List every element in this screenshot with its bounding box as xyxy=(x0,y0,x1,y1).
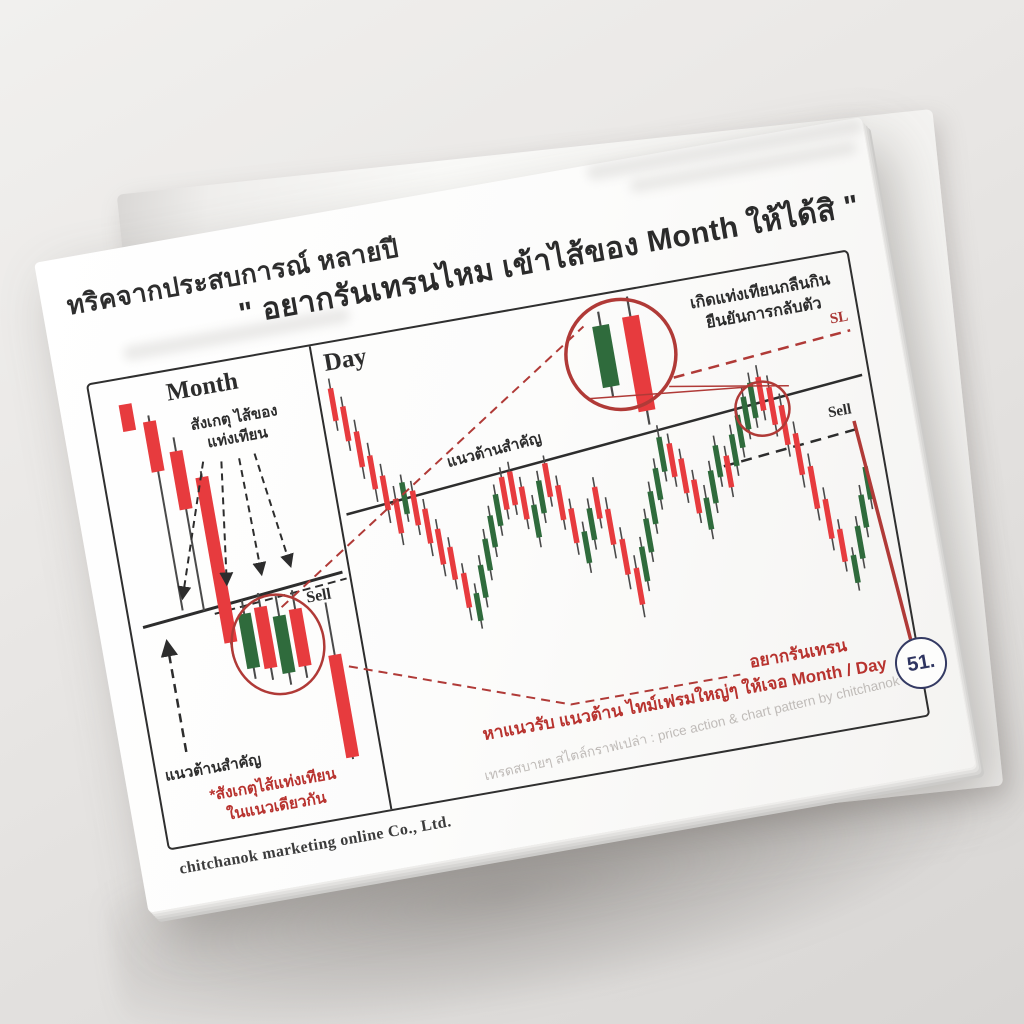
stop-loss-label: SL xyxy=(828,308,850,328)
chart-box: Month สังเกตุ ไส้ของ แท่งเทียน Sell แนวต… xyxy=(85,249,931,851)
book-page: ทริคจากประสบการณ์ หลายปี " อยากรันเทรนไห… xyxy=(34,117,976,913)
day-candles xyxy=(327,365,874,629)
annotation-layer-over xyxy=(160,297,920,753)
month-candles xyxy=(118,403,360,760)
figure-svg xyxy=(118,296,920,810)
page-number: 51. xyxy=(905,649,937,676)
annotation-layer-under xyxy=(142,329,863,810)
